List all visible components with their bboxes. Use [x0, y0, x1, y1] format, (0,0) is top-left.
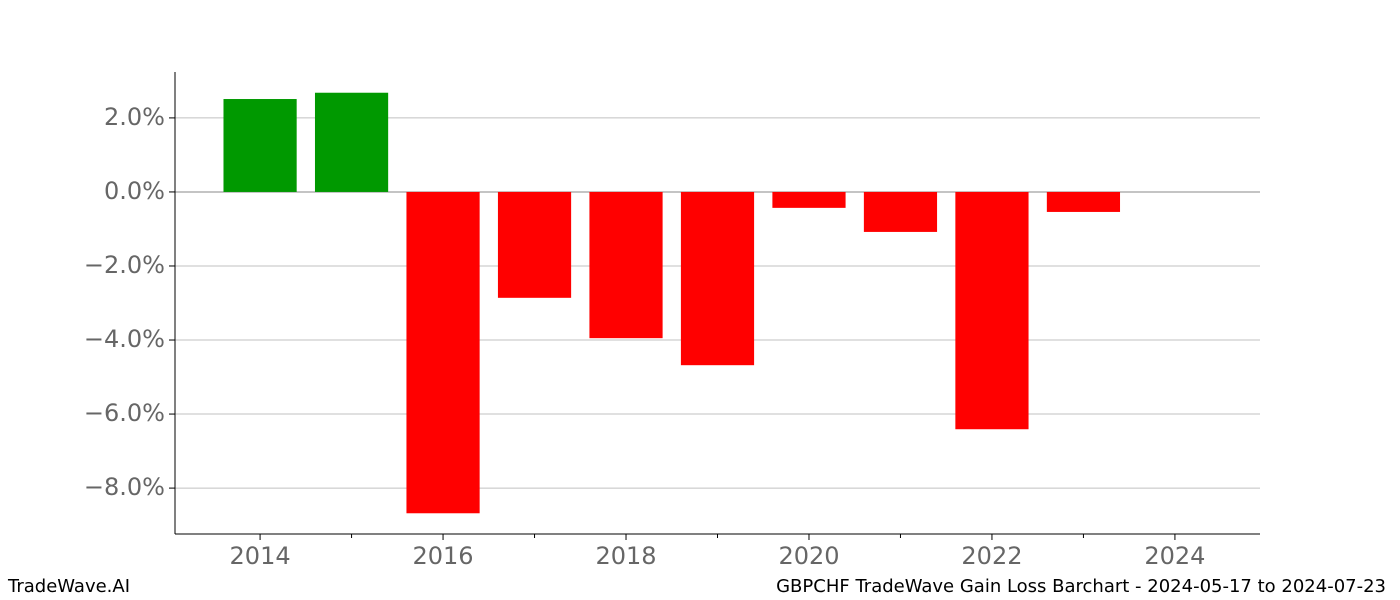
- bar: [772, 191, 846, 208]
- x-tick-label: 2022: [961, 542, 1022, 570]
- bar: [680, 191, 755, 366]
- bar: [955, 191, 1029, 430]
- y-tick-label: −4.0%: [84, 325, 165, 353]
- x-tick-label: 2024: [1144, 542, 1205, 570]
- bar: [223, 99, 297, 192]
- y-tick-label: 0.0%: [104, 177, 165, 205]
- bar: [406, 191, 480, 514]
- x-tick-label: 2014: [230, 542, 291, 570]
- chart-title: GBPCHF TradeWave Gain Loss Barchart - 20…: [776, 576, 1386, 597]
- x-tick-label: 2018: [595, 542, 656, 570]
- x-tick-label: 2020: [778, 542, 839, 570]
- source-label: TradeWave.AI: [7, 576, 130, 597]
- x-tick-label: 2016: [413, 542, 474, 570]
- bar: [314, 92, 389, 192]
- bar: [1046, 191, 1121, 212]
- bar: [497, 191, 572, 298]
- y-tick-label: 2.0%: [104, 103, 165, 131]
- bar: [589, 191, 663, 339]
- y-tick-label: −6.0%: [84, 399, 165, 427]
- bar: [863, 191, 938, 232]
- y-tick-label: −8.0%: [84, 473, 165, 501]
- y-tick-label: −2.0%: [84, 251, 165, 279]
